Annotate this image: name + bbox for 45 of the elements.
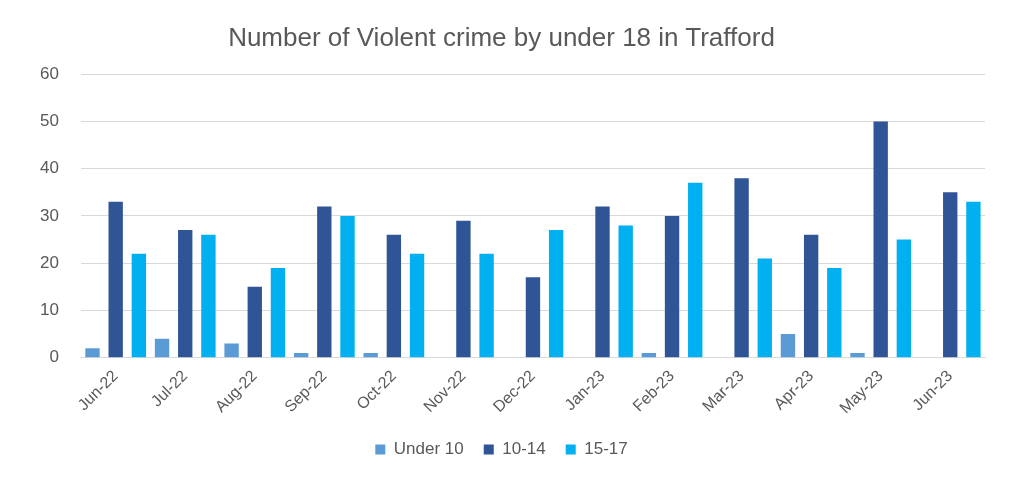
bar [340,215,355,358]
y-tick-label: 0 [49,347,59,367]
bar [850,352,865,358]
bar [757,258,772,358]
bar [224,343,239,358]
bar [943,192,958,358]
bar [803,234,819,358]
bar [595,206,610,358]
bar [780,334,796,358]
chart-title: Number of Violent crime by under 18 in Trafford [228,21,775,52]
bar [154,338,170,358]
bar [525,277,541,358]
bar [966,201,981,358]
bar [247,286,262,358]
bar [456,220,471,358]
bar [548,230,564,358]
legend-label: 10-14 [502,439,546,459]
bar [293,352,309,358]
bar [108,201,123,358]
bar [409,253,425,358]
y-tick-label: 20 [39,252,59,272]
legend-label: Under 10 [393,439,464,459]
y-tick-label: 50 [39,111,59,131]
bar [131,253,147,358]
bar [178,230,193,358]
bar [479,253,494,358]
bar [85,348,100,358]
bar [873,121,888,358]
y-tick-label: 30 [39,205,59,225]
bar [664,215,680,358]
bar [641,352,657,358]
y-tick-label: 60 [39,63,59,83]
bar [363,352,378,358]
bar [201,234,216,358]
bar [734,178,749,358]
legend-label: 15-17 [584,439,628,459]
y-tick-label: 40 [39,158,59,178]
bar [270,267,286,358]
bar [896,239,912,358]
bar [386,234,402,358]
bar [618,225,633,358]
bar [317,206,332,358]
y-tick-label: 10 [39,300,59,320]
bar [827,267,842,358]
bar [688,182,703,358]
